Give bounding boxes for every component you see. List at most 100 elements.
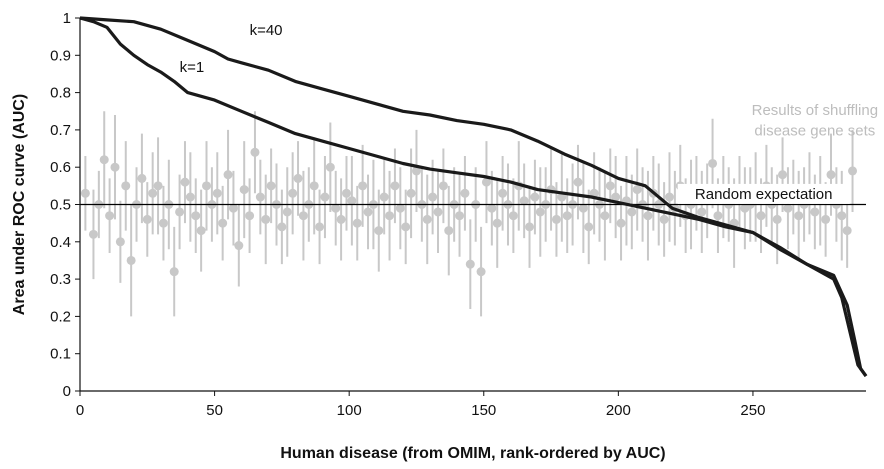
shuffle-point: [406, 188, 416, 198]
shuffle-point: [708, 158, 718, 168]
shuffle-point: [842, 226, 852, 236]
x-axis-title: Human disease (from OMIM, rank-ordered b…: [280, 445, 665, 462]
shuffle-point: [261, 214, 271, 224]
shuffle-point: [347, 196, 357, 206]
y-tick-label: 0.9: [50, 47, 71, 64]
shuffle-point: [202, 181, 212, 191]
shuffle-point: [616, 218, 626, 228]
shuffle-point: [175, 207, 185, 217]
annotation-k-1: k=1: [180, 59, 205, 76]
shuffle-point: [315, 222, 325, 232]
shuffle-point: [105, 211, 115, 221]
shuffle-point: [88, 229, 98, 239]
shuffle-point: [659, 214, 669, 224]
shuffle-point: [341, 188, 351, 198]
shuffle-point: [428, 192, 438, 202]
shuffle-point: [492, 218, 502, 228]
shuffle-point: [643, 211, 653, 221]
x-tick-label: 100: [337, 402, 362, 419]
annotation-k-40: k=40: [250, 22, 283, 39]
annotation-disease-gene-sets: disease gene sets: [754, 122, 875, 139]
shuffle-point: [385, 211, 395, 221]
shuffle-point: [331, 203, 341, 213]
shuffle-point: [551, 214, 561, 224]
shuffle-point: [395, 203, 405, 213]
shuffle-point: [826, 170, 836, 180]
shuffle-point: [99, 155, 109, 165]
curve-k-1: [79, 16, 868, 378]
shuffle-point: [298, 211, 308, 221]
curves-layer: [79, 16, 868, 378]
shuffle-point: [110, 162, 120, 172]
shuffle-point: [508, 211, 518, 221]
shuffle-point: [605, 181, 615, 191]
shuffle-point: [196, 226, 206, 236]
shuffle-point: [115, 237, 125, 247]
shuffle-point: [234, 241, 244, 251]
shuffle-point: [169, 267, 179, 277]
shuffle-point: [525, 222, 535, 232]
shuffle-point: [336, 214, 346, 224]
shuffle-point: [519, 196, 529, 206]
shuffle-point: [277, 222, 287, 232]
shuffle-point: [137, 173, 147, 183]
shuffle-point: [498, 188, 508, 198]
shuffle-point: [142, 214, 152, 224]
shuffle-point: [218, 218, 228, 228]
shuffle-point: [794, 211, 804, 221]
shuffle-point: [611, 192, 621, 202]
shuffle-point: [627, 207, 637, 217]
shuffle-point: [422, 214, 432, 224]
y-tick-label: 0.6: [50, 159, 71, 176]
shuffle-point: [320, 192, 330, 202]
shuffle-point: [837, 211, 847, 221]
shuffle-point: [266, 181, 276, 191]
y-tick-label: 0.5: [50, 197, 71, 214]
shuffle-point: [665, 192, 674, 202]
shuffle-point: [158, 218, 168, 228]
shuffle-point: [401, 222, 411, 232]
shuffle-point: [573, 177, 583, 187]
shuffle-point: [600, 211, 610, 221]
shuffle-point: [455, 211, 465, 221]
shuffle-point: [713, 211, 723, 221]
y-tick-label: 0.3: [50, 271, 71, 288]
shuffle-point: [228, 203, 238, 213]
shuffle-point: [282, 207, 292, 217]
shuffle-point: [783, 203, 793, 213]
shuffle-point: [697, 207, 707, 217]
shuffle-point: [363, 207, 373, 217]
shuffled-series-layer: [80, 111, 858, 317]
shuffle-point: [255, 192, 265, 202]
y-tick-label: 0.7: [50, 122, 71, 139]
shuffle-point: [848, 166, 858, 176]
shuffle-point: [444, 226, 454, 236]
shuffle-point: [756, 211, 766, 221]
annotation-random-expectation: Random expectation: [695, 186, 833, 203]
y-axis-title: Area under ROC curve (AUC): [11, 94, 28, 315]
shuffle-point: [148, 188, 158, 198]
shuffle-point: [460, 188, 470, 198]
shuffle-point: [465, 259, 475, 269]
shuffle-point: [476, 267, 486, 277]
shuffle-point: [212, 188, 222, 198]
shuffle-point: [288, 188, 298, 198]
shuffle-point: [778, 170, 788, 180]
shuffle-point: [632, 185, 642, 195]
shuffle-point: [126, 255, 136, 265]
shuffle-point: [250, 147, 260, 157]
x-tick-label: 250: [740, 402, 765, 419]
shuffle-point: [245, 211, 255, 221]
shuffle-point: [433, 207, 443, 217]
y-tick-label: 0: [63, 383, 71, 400]
shuffle-point: [379, 192, 389, 202]
shuffle-point: [293, 173, 303, 183]
x-tick-label: 150: [471, 402, 496, 419]
shuffle-point: [487, 203, 497, 213]
shuffle-point: [374, 226, 384, 236]
annotation-results-of-shuffling: Results of shuffling: [752, 102, 878, 119]
shuffle-point: [821, 214, 831, 224]
shuffle-point: [223, 170, 233, 180]
shuffle-point: [411, 166, 421, 176]
